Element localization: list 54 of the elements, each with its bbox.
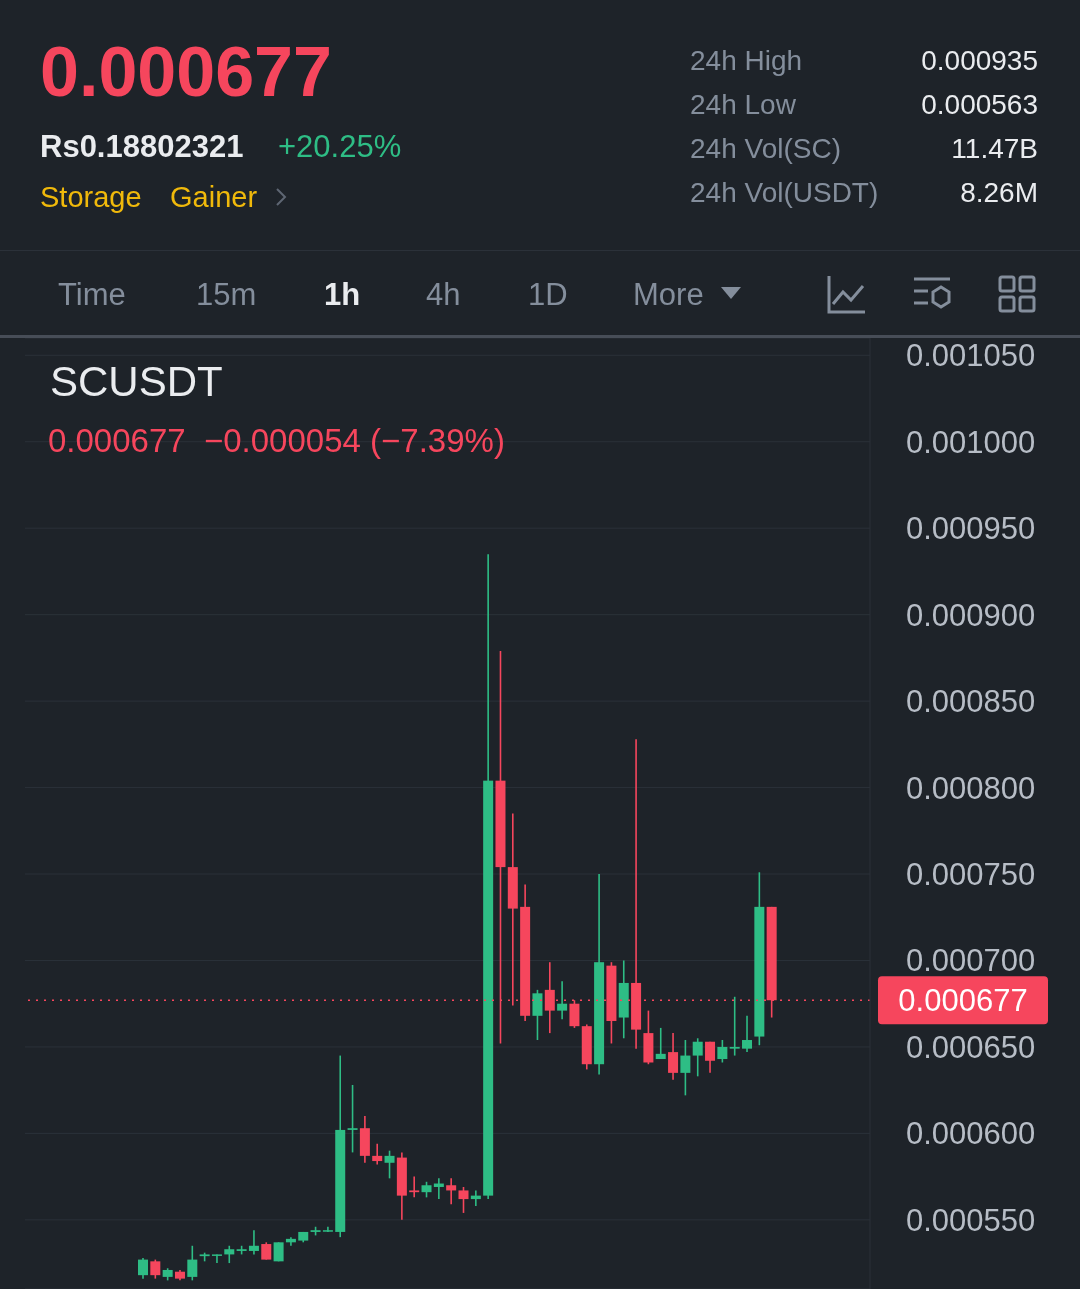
text: 0.000677 −0.000054 (−7.39%) <box>48 422 505 460</box>
y-tick-label: 0.000850 <box>906 684 1036 720</box>
text: 0.000677 <box>40 32 332 113</box>
y-tick-label: 0.000650 <box>906 1029 1036 1065</box>
candlestick <box>458 1186 469 1214</box>
y-tick-label: 0.000550 <box>906 1202 1036 1238</box>
text: 24h High <box>690 44 803 78</box>
text: 0.000935 <box>921 44 1038 78</box>
y-tick-label: 0.000900 <box>906 597 1036 633</box>
candlestick <box>446 1177 457 1206</box>
y-tick-label: 0.000600 <box>906 1116 1036 1152</box>
text: 0.000563 <box>921 88 1038 122</box>
candlestick <box>655 1027 666 1060</box>
text: 11.47B <box>951 132 1038 166</box>
y-tick-label: 0.000700 <box>906 943 1036 979</box>
candlestick <box>372 1142 383 1166</box>
candlestick <box>138 1257 148 1280</box>
text: 24h Vol(SC) <box>690 132 841 166</box>
text: 1D <box>528 276 568 314</box>
text: 24h Vol(USDT) <box>690 176 879 210</box>
candlestick <box>384 1149 395 1180</box>
text: 15m <box>196 276 257 314</box>
candlestick <box>211 1253 222 1264</box>
candlestick <box>557 980 568 1021</box>
text: Rs0.18802321 <box>40 128 244 166</box>
candlestick <box>532 989 543 1041</box>
candlestick <box>347 1084 358 1154</box>
text: 8.26M <box>960 176 1038 210</box>
candlestick <box>729 995 740 1057</box>
candlestick <box>692 1037 703 1078</box>
y-tick-label: 0.001000 <box>906 424 1036 460</box>
candlestick <box>187 1244 198 1282</box>
candlestick <box>680 1039 691 1097</box>
text: 4h <box>426 276 461 314</box>
y-tick-label: 0.001050 <box>906 338 1036 374</box>
text: 24h Low <box>690 88 796 122</box>
y-tick-label: 0.000950 <box>906 511 1036 547</box>
candlestick <box>742 1015 753 1053</box>
candlestick <box>705 1040 716 1074</box>
candlestick <box>409 1175 420 1199</box>
text: +20.25% <box>278 128 402 166</box>
text: Storage <box>40 180 142 215</box>
candlestick <box>668 1032 679 1081</box>
candlestick <box>248 1229 259 1256</box>
y-tick-label: 0.000800 <box>906 770 1036 806</box>
y-tick-label: 0.000750 <box>906 857 1036 893</box>
text: 1h <box>324 276 361 314</box>
text: SCUSDT <box>50 358 223 406</box>
text: More <box>633 276 704 314</box>
candlestick <box>717 1039 728 1064</box>
candlestick <box>150 1258 161 1280</box>
ref-line-label: 0.000677 <box>898 983 1028 1019</box>
text: Gainer <box>170 180 258 215</box>
text: Time <box>58 276 126 314</box>
